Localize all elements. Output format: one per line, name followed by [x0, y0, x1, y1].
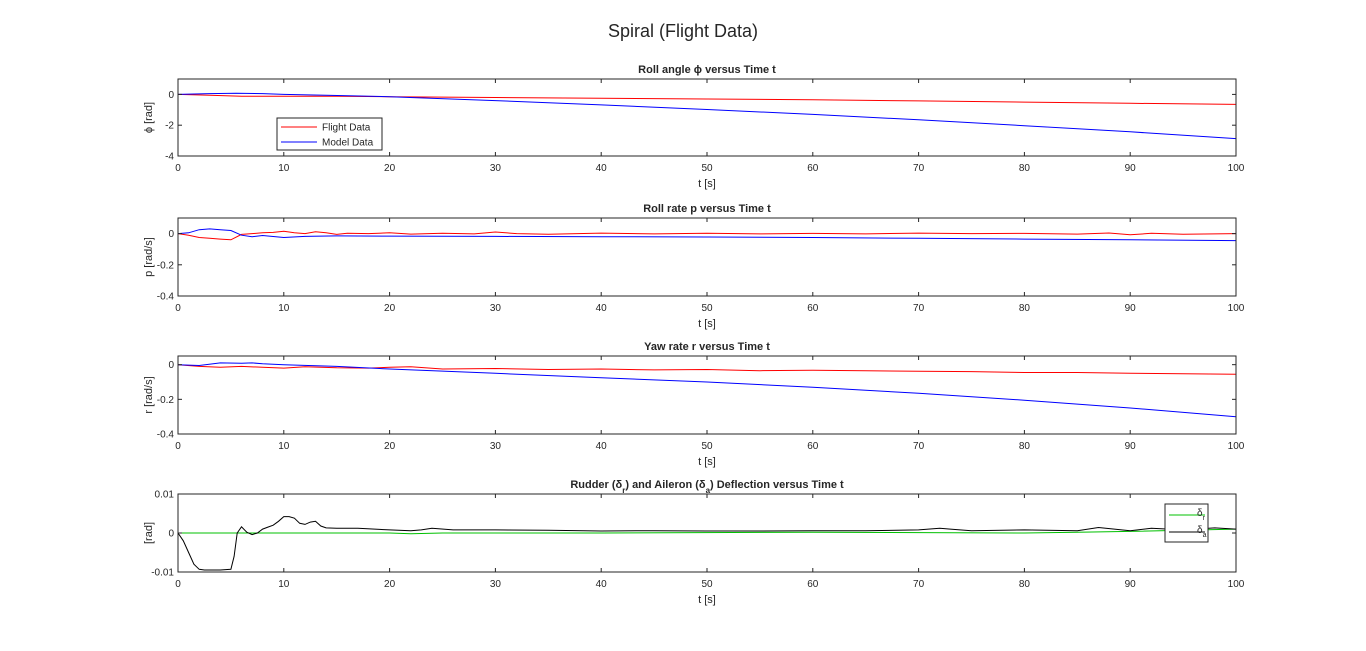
y-tick-label: -4 — [165, 152, 174, 163]
legend-label: Model Data — [322, 138, 374, 149]
x-tick-label: 10 — [278, 303, 290, 314]
x-tick-label: 90 — [1125, 163, 1137, 174]
x-tick-label: 40 — [596, 441, 608, 452]
panel-title: Yaw rate r versus Time t — [644, 341, 770, 353]
y-tick-label: -0.4 — [157, 292, 175, 303]
x-tick-label: 0 — [175, 303, 181, 314]
x-tick-label: 40 — [596, 579, 608, 590]
y-tick-label: -0.01 — [151, 568, 174, 579]
figure-title: Spiral (Flight Data) — [608, 21, 758, 41]
x-tick-label: 80 — [1019, 163, 1031, 174]
x-tick-label: 60 — [807, 579, 819, 590]
y-axis-label: p [rad/s] — [143, 237, 155, 277]
x-tick-label: 30 — [490, 441, 502, 452]
panel-2: 0 10 20 30 40 50 60 70 80 90 100 0 -0.2 -0.4 t [s] p [r… — [143, 203, 1245, 330]
series-line-delta-r — [178, 528, 1236, 535]
x-tick-label: 50 — [701, 441, 713, 452]
x-tick-label: 90 — [1125, 441, 1137, 452]
panel-title: Rudder (δr) and Aileron (δa) Deflection … — [570, 479, 844, 495]
y-axis-label: [rad] — [143, 522, 155, 544]
x-tick-label: 60 — [807, 163, 819, 174]
x-tick-label: 60 — [807, 441, 819, 452]
legend-label: Flight Data — [322, 123, 371, 134]
series-line-flight-data — [178, 93, 1236, 105]
x-tick-label: 100 — [1228, 579, 1245, 590]
x-tick-label: 90 — [1125, 579, 1137, 590]
legend: Flight Data Model Data — [276, 117, 383, 151]
x-tick-label: 10 — [278, 163, 290, 174]
y-tick-label: -2 — [165, 121, 174, 132]
x-tick-label: 70 — [913, 579, 925, 590]
x-tick-label: 50 — [701, 579, 713, 590]
panel-title: Roll angle ϕ versus Time t — [638, 64, 776, 76]
x-tick-label: 40 — [596, 303, 608, 314]
x-tick-label: 50 — [701, 303, 713, 314]
series-line-flight-data — [178, 230, 1236, 241]
series-group — [178, 228, 1236, 242]
x-tick-label: 80 — [1019, 579, 1031, 590]
x-tick-label: 0 — [175, 441, 181, 452]
panel-title: Roll rate p versus Time t — [643, 203, 771, 215]
x-tick-label: 80 — [1019, 303, 1031, 314]
x-tick-label: 90 — [1125, 303, 1137, 314]
y-tick-label: 0 — [168, 90, 174, 101]
series-line-delta-a — [178, 516, 1236, 571]
x-axis-label: t [s] — [698, 594, 716, 606]
x-tick-label: 60 — [807, 303, 819, 314]
axes-box — [177, 217, 1237, 297]
series-line-model-data — [178, 228, 1236, 242]
legend-label: δa — [1197, 525, 1207, 539]
y-axis-label: ϕ [rad] — [143, 102, 155, 133]
y-tick-label: -0.2 — [157, 395, 175, 406]
x-tick-label: 50 — [701, 163, 713, 174]
series-group — [178, 92, 1236, 140]
legend: δr δa — [1164, 503, 1209, 543]
y-tick-label: -0.4 — [157, 430, 175, 441]
x-tick-label: 80 — [1019, 441, 1031, 452]
y-tick-label: 0 — [168, 229, 174, 240]
y-tick-label: 0.01 — [155, 490, 175, 501]
series-group — [178, 516, 1236, 571]
x-axis-label: t [s] — [698, 178, 716, 190]
x-tick-label: 20 — [384, 441, 396, 452]
series-line-model-data — [178, 362, 1236, 418]
x-tick-label: 30 — [490, 579, 502, 590]
x-tick-label: 70 — [913, 303, 925, 314]
panel-1: 0 10 20 30 40 50 60 70 80 90 100 0 -2 -4 t [s] ϕ [rad] R… — [143, 64, 1245, 190]
x-tick-label: 70 — [913, 441, 925, 452]
legend-label: δr — [1197, 508, 1206, 522]
x-tick-label: 20 — [384, 303, 396, 314]
x-tick-label: 30 — [490, 163, 502, 174]
x-tick-label: 10 — [278, 441, 290, 452]
x-tick-label: 20 — [384, 163, 396, 174]
x-tick-label: 100 — [1228, 441, 1245, 452]
x-tick-label: 10 — [278, 579, 290, 590]
x-axis-label: t [s] — [698, 318, 716, 330]
x-tick-label: 20 — [384, 579, 396, 590]
series-line-flight-data — [178, 364, 1236, 375]
x-axis-label: t [s] — [698, 456, 716, 468]
panel-3: 0 10 20 30 40 50 60 70 80 90 100 0 -0.2 -0.4 t [s] r [r… — [143, 341, 1245, 468]
series-group — [178, 362, 1236, 418]
series-line-model-data — [178, 92, 1236, 140]
x-tick-label: 70 — [913, 163, 925, 174]
y-axis-label: r [rad/s] — [143, 376, 155, 413]
x-tick-label: 30 — [490, 303, 502, 314]
y-tick-label: 0 — [168, 529, 174, 540]
x-tick-label: 40 — [596, 163, 608, 174]
x-tick-label: 100 — [1228, 303, 1245, 314]
x-tick-label: 100 — [1228, 163, 1245, 174]
y-tick-label: 0 — [168, 360, 174, 371]
x-tick-label: 0 — [175, 163, 181, 174]
x-tick-label: 0 — [175, 579, 181, 590]
y-tick-label: -0.2 — [157, 260, 175, 271]
